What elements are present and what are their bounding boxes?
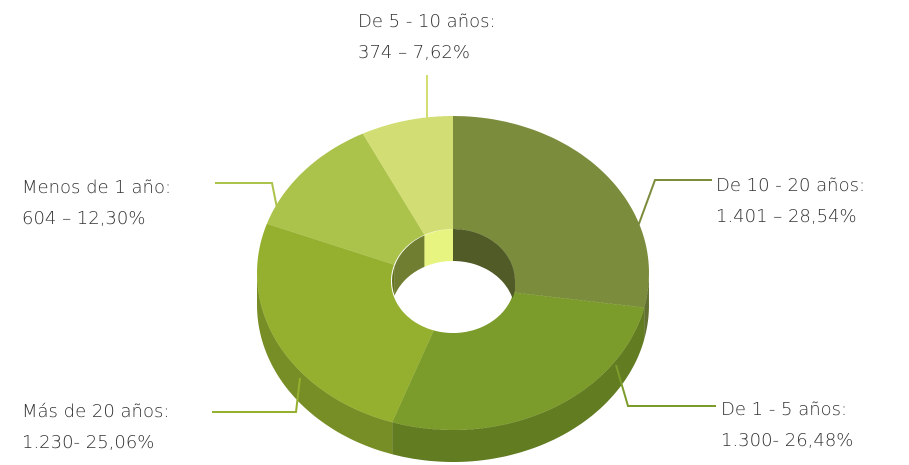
side	[644, 270, 649, 340]
category-label: Menos de 1 año:	[22, 177, 171, 198]
value-label: 604 – 12,30%	[22, 208, 145, 229]
leader-line	[212, 377, 301, 413]
category-label: De 10 - 20 años:	[716, 175, 865, 196]
category-label: De 5 - 10 años:	[358, 11, 496, 32]
labels: De 10 - 20 años: 1.401 – 28,54% De 1 - 5 a…	[22, 11, 865, 453]
value-label: 1.300- 26,48%	[721, 430, 853, 451]
side	[392, 307, 645, 462]
inner-walls	[392, 229, 515, 314]
slice	[453, 116, 649, 308]
leader-line	[215, 182, 278, 209]
slice	[392, 292, 645, 430]
inner-wall	[453, 229, 515, 314]
value-label: 1.230- 25,06%	[22, 432, 154, 453]
inner-wall	[424, 229, 453, 267]
value-label: 374 – 7,62%	[358, 42, 470, 63]
leader-line	[615, 364, 716, 407]
value-label: 1.401 – 28,54%	[716, 206, 857, 227]
slice	[362, 116, 453, 235]
slice	[257, 223, 434, 423]
leader-line	[632, 179, 712, 241]
category-label: De 1 - 5 años:	[721, 399, 847, 420]
sides	[257, 270, 649, 462]
side	[257, 272, 393, 455]
slices	[257, 116, 649, 430]
slice	[266, 133, 425, 265]
inner-wall	[394, 234, 425, 297]
category-label: Más de 20 años:	[22, 401, 169, 422]
